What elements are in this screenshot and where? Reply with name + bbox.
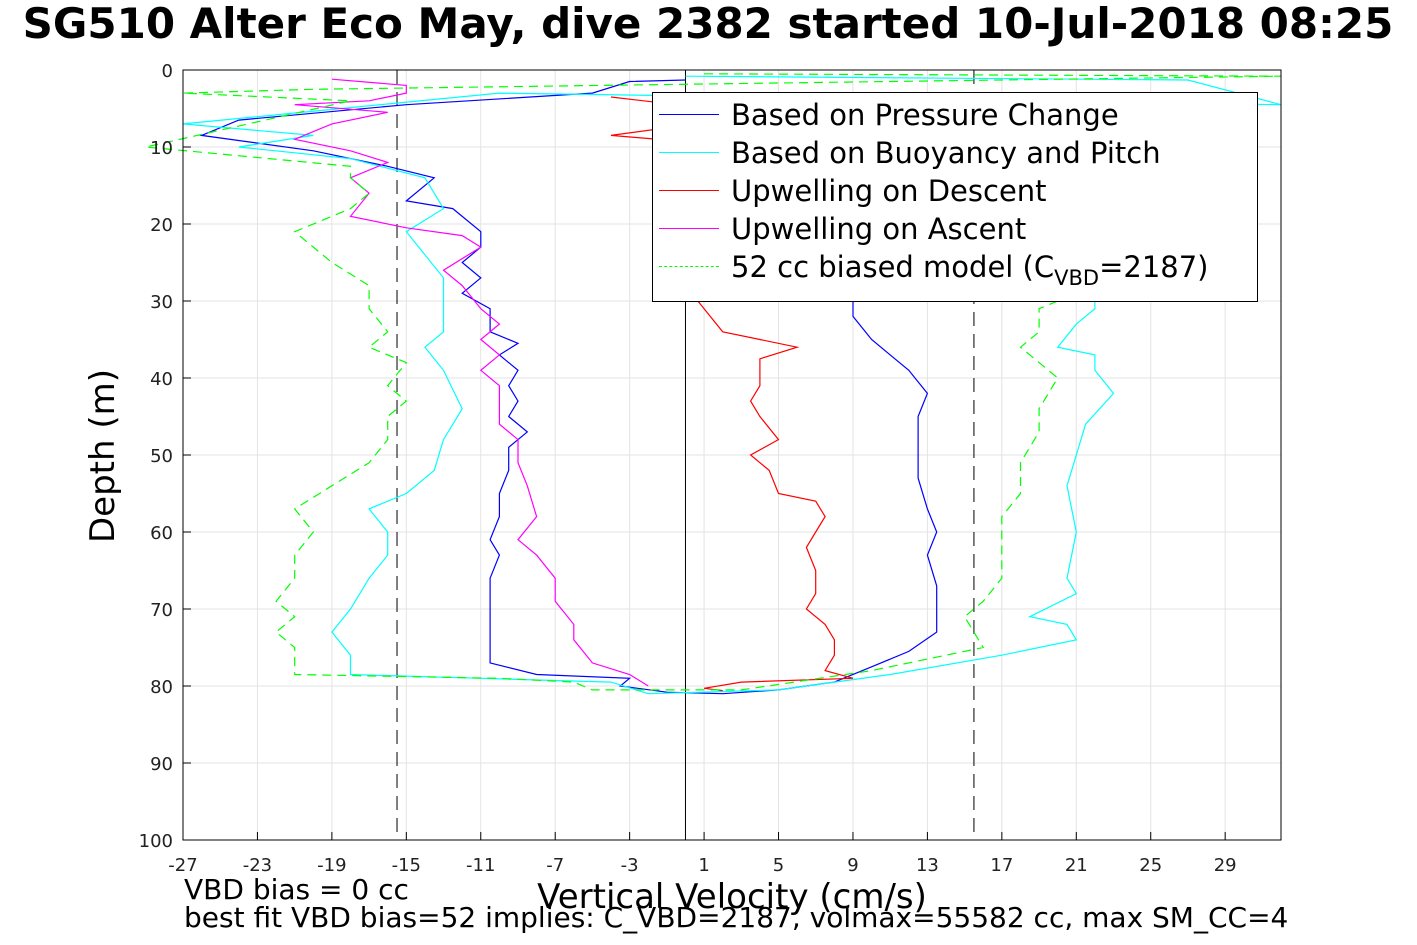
y-tick-label: 40 <box>150 369 173 390</box>
x-tick-labels: -27 -23 -19 -15 -11 -7 -3 1 5 9 13 17 21 25 29 <box>168 855 1236 876</box>
x-tick-label: -15 <box>392 855 421 876</box>
legend-swatch <box>659 190 719 191</box>
x-tick-label: 9 <box>847 855 858 876</box>
series-line-0 <box>199 79 938 695</box>
x-tick-label: -23 <box>243 855 272 876</box>
legend-swatch <box>659 114 719 115</box>
x-tick-label: -3 <box>621 855 639 876</box>
legend-entry-upwelling-descent: Upwelling on Descent <box>653 172 1257 210</box>
y-tick-label: 30 <box>150 292 173 313</box>
legend-entry-pressure-change: Based on Pressure Change <box>653 96 1257 134</box>
best-fit-note: best fit VBD bias=52 implies: C_VBD=2187… <box>184 901 1289 934</box>
y-tick-label: 20 <box>150 215 173 236</box>
x-tick-label: 1 <box>698 855 709 876</box>
legend-entry-upwelling-ascent: Upwelling on Ascent <box>653 210 1257 248</box>
x-tick-label: -11 <box>466 855 495 876</box>
x-tick-label: 13 <box>916 855 939 876</box>
series-line-3 <box>292 78 649 687</box>
legend-entry-buoyancy-pitch: Based on Buoyancy and Pitch <box>653 134 1257 172</box>
y-tick-label: 90 <box>150 754 173 775</box>
vbd-bias-note: VBD bias = 0 cc <box>184 873 409 906</box>
x-axis-label: Vertical Velocity (cm/s) <box>537 877 927 917</box>
legend-label-suffix: =2187) <box>1099 250 1209 284</box>
y-tick-label: 60 <box>150 523 173 544</box>
series-line-4 <box>145 73 1282 691</box>
chart-title: SG510 Alter Eco May, dive 2382 started 1… <box>22 0 1394 48</box>
y-tick-label: 50 <box>150 446 173 467</box>
x-tick-label: 17 <box>990 855 1013 876</box>
y-tick-label: 10 <box>150 138 173 159</box>
y-tick-labels: 0 10 20 30 40 50 60 70 80 90 100 <box>139 61 173 852</box>
legend-swatch <box>659 152 719 153</box>
y-tick-label: 100 <box>139 831 173 852</box>
x-tick-label: 29 <box>1214 855 1237 876</box>
y-tick-label: 80 <box>150 677 173 698</box>
x-tick-label: -7 <box>546 855 564 876</box>
x-tick-label: 21 <box>1065 855 1088 876</box>
x-tick-label: -19 <box>317 855 346 876</box>
legend-entry-biased-model: 52 cc biased model (CVBD=2187) <box>653 248 1257 289</box>
legend-label-main: 52 cc biased model (C <box>731 250 1055 284</box>
legend-label: Based on Buoyancy and Pitch <box>731 136 1161 170</box>
legend-label: Based on Pressure Change <box>731 98 1119 132</box>
x-tick-label: 5 <box>773 855 784 876</box>
legend-label: Upwelling on Ascent <box>731 212 1027 246</box>
y-tick-label: 70 <box>150 600 173 621</box>
y-tick-label: 0 <box>162 61 173 82</box>
y-axis-label: Depth (m) <box>83 368 123 544</box>
axes-box <box>182 69 1282 841</box>
legend-label: 52 cc biased model (CVBD=2187) <box>731 250 1209 289</box>
legend: Based on Pressure Change Based on Buoyan… <box>652 92 1258 302</box>
legend-swatch <box>659 266 719 267</box>
series-line-1 <box>182 75 1282 695</box>
legend-label-subscript: VBD <box>1054 266 1100 290</box>
x-tick-label: 25 <box>1139 855 1162 876</box>
x-tick-label: -27 <box>168 855 197 876</box>
legend-swatch <box>659 228 719 229</box>
legend-label: Upwelling on Descent <box>731 174 1047 208</box>
